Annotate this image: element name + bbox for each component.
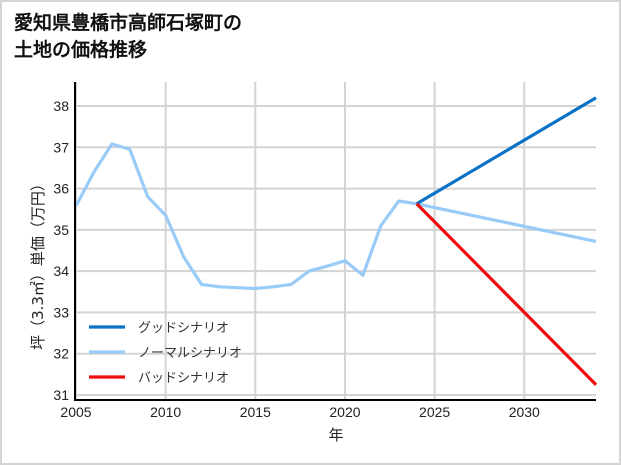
y-tick-labels: 31 32 33 34 35 36 37 38 — [53, 98, 69, 403]
series-line — [415, 96, 597, 206]
y-tick-label: 32 — [53, 346, 69, 362]
y-tick-label: 35 — [53, 222, 69, 238]
data-series — [74, 96, 598, 386]
x-axis-label: 年 — [328, 426, 343, 444]
legend-item: バッドシナリオ — [89, 371, 229, 386]
x-tick-label: 2005 — [60, 404, 91, 420]
chart-title-line1: 愛知県豊橋市高師石塚町の — [14, 12, 243, 34]
chart-title: 愛知県豊橋市高師石塚町の 土地の価格推移 — [14, 10, 242, 64]
x-tick-label: 2025 — [419, 404, 450, 420]
legend-item: グッドシナリオ — [89, 321, 229, 336]
series-line — [74, 142, 597, 291]
legend-item: ノーマルシナリオ — [89, 346, 242, 361]
y-tick-label: 36 — [53, 181, 69, 197]
y-tick-label: 33 — [53, 304, 69, 320]
axes — [74, 82, 596, 401]
y-axis-label: 坪（3.3㎡）単価（万円） — [29, 176, 47, 350]
chart-title-line2: 土地の価格推移 — [14, 39, 148, 61]
y-tick-label: 38 — [53, 98, 69, 114]
y-tick-label: 37 — [53, 139, 69, 155]
y-tick-label: 31 — [53, 387, 69, 403]
series-line — [415, 202, 598, 386]
legend-label: ノーマルシナリオ — [138, 346, 242, 361]
legend-label: バッドシナリオ — [138, 371, 229, 386]
x-tick-label: 2015 — [240, 404, 271, 420]
x-tick-label: 2030 — [509, 404, 540, 420]
x-tick-label: 2010 — [150, 404, 181, 420]
y-tick-label: 34 — [53, 263, 69, 279]
x-tick-labels: 2005 2010 2015 2020 2025 2030 — [60, 404, 540, 420]
legend-label: グッドシナリオ — [138, 321, 229, 336]
x-tick-label: 2020 — [329, 404, 360, 420]
